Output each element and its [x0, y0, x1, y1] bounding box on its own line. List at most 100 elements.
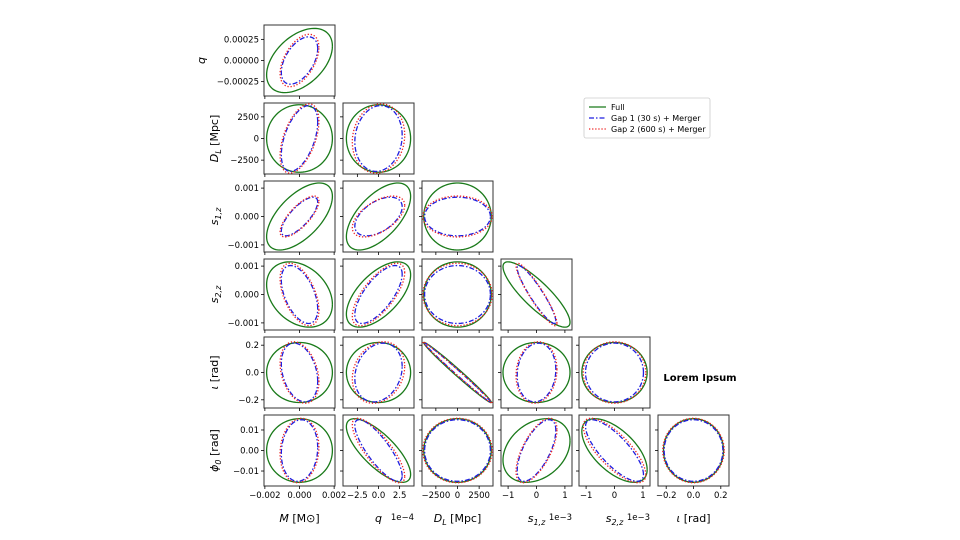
x-tick-label: −1 — [580, 491, 593, 501]
panel-frame — [578, 414, 651, 487]
ellipse-gap-2-600-s-merger — [351, 262, 406, 327]
y-label-symbol: s — [208, 297, 221, 303]
ellipse-gap-2-600-s-merger — [515, 341, 558, 404]
panel-q-phi0: −2.5 0.0 2.5 — [340, 414, 415, 501]
ellipse-full — [265, 182, 334, 251]
x-axis-label-M: M [M⊙] — [279, 512, 319, 525]
x-tick-label: 1 — [640, 491, 645, 501]
panel-q-s2z — [340, 258, 415, 333]
panel-M-DL: −2500 0 2500 — [230, 102, 336, 177]
y-tick-label: 0 — [254, 135, 259, 145]
panel-s2z-iota — [576, 336, 651, 411]
x-tick-label: 0.000 — [287, 491, 311, 501]
ellipse-gap-1-30-s-merger — [280, 196, 319, 237]
x-tick-label: 1 — [562, 491, 567, 501]
panel-M-s2z: −0.001 0.000 0.001 — [228, 258, 336, 333]
ellipse-gap-1-30-s-merger — [516, 419, 557, 482]
x-tick-label: 2500 — [468, 491, 490, 501]
panel-frame — [263, 414, 336, 487]
y-tick-label: −0.00025 — [217, 78, 259, 88]
x-label-symbol: s — [606, 512, 612, 525]
ellipse-full — [581, 418, 648, 483]
panel-frame — [342, 414, 415, 487]
ellipse-gap-2-600-s-merger — [279, 103, 320, 174]
panel-frame — [657, 414, 730, 487]
panel-s1z-s2z — [498, 258, 573, 333]
x-tick-label: 2.5 — [393, 491, 407, 501]
y-label-unit: [rad] — [208, 355, 221, 385]
x-label-subscript: 2,z — [611, 518, 624, 527]
ellipse-gap-2-600-s-merger — [279, 417, 320, 484]
x-label-subscript: 1,z — [533, 518, 546, 527]
panel-q-iota — [340, 336, 415, 411]
x-label-subscript: L — [442, 518, 446, 527]
x-label-unit: [M⊙] — [289, 512, 320, 525]
x-tick-label: 0.002 — [322, 491, 346, 501]
y-tick-label: 0.00025 — [224, 35, 259, 45]
ellipse-gap-2-600-s-merger — [422, 417, 493, 484]
panel-iota-phi0: −0.2 0.0 0.2 — [655, 414, 730, 501]
y-label-subscript: 0 — [214, 459, 223, 464]
ellipse-gap-2-600-s-merger — [422, 195, 493, 238]
ellipse-gap-2-600-s-merger — [351, 195, 406, 238]
x-tick-label: 0.0 — [687, 491, 701, 501]
y-tick-label: 0.2 — [245, 341, 259, 351]
x-tick-label: −2500 — [421, 491, 450, 501]
y-axis-label-phi0: ϕ0 [rad] — [208, 429, 223, 472]
x-label-symbol: q — [375, 512, 382, 525]
legend-entry: Full — [611, 103, 625, 112]
ellipse-gap-2-600-s-merger — [515, 417, 558, 484]
y-tick-label: −0.001 — [228, 241, 259, 251]
ellipse-gap-1-30-s-merger — [584, 342, 645, 403]
x-axis-label-q: q — [375, 512, 382, 525]
y-tick-label: 0.00 — [240, 447, 259, 457]
ellipse-gap-2-600-s-merger — [662, 417, 725, 484]
panel-M-phi0: −0.002 0.000 0.002 −0.01 0.00 0.01 — [233, 414, 346, 501]
ellipse-full — [265, 27, 334, 94]
ellipse-gap-2-600-s-merger — [351, 341, 406, 404]
x-offset-text: 1e−3 — [627, 513, 650, 523]
ellipse-gap-1-30-s-merger — [423, 419, 492, 482]
panel-frame — [263, 180, 336, 253]
x-axis-label-s1z: s1,z — [528, 512, 546, 527]
panel-s2z-phi0: −1 0 1 — [576, 414, 651, 501]
y-label-symbol: D — [208, 154, 221, 162]
x-tick-label: −1 — [502, 491, 515, 501]
x-label-unit: [rad] — [680, 512, 710, 525]
ellipse-full — [502, 418, 571, 483]
y-tick-label: 0.001 — [235, 184, 259, 194]
x-label-unit: [Mpc] — [447, 512, 482, 525]
y-label-subscript: 2,z — [214, 285, 223, 298]
ellipse-full — [423, 182, 492, 251]
ellipse-gap-1-30-s-merger — [280, 419, 319, 482]
y-tick-label: −0.01 — [233, 467, 259, 477]
x-tick-label: 0.2 — [714, 491, 728, 501]
x-tick-label: 0 — [612, 491, 617, 501]
panel-frame — [263, 336, 336, 409]
ellipse-gap-1-30-s-merger — [354, 419, 403, 482]
ellipse-gap-1-30-s-merger — [280, 264, 319, 325]
ellipse-full — [345, 182, 412, 251]
panel-frame — [421, 180, 494, 253]
ellipse-gap-1-30-s-merger — [516, 342, 557, 403]
y-tick-label: 0.00000 — [224, 57, 259, 67]
ellipse-gap-1-30-s-merger — [423, 196, 492, 237]
ellipse-gap-2-600-s-merger — [582, 417, 647, 484]
ellipse-gap-1-30-s-merger — [280, 104, 319, 173]
x-axis-label-iota: ι [rad] — [676, 512, 710, 525]
legend: Full Gap 1 (30 s) + Merger Gap 2 (600 s) +… — [583, 97, 711, 139]
x-axis-label-s2z: s2,z — [606, 512, 624, 527]
ellipse-full — [345, 261, 412, 328]
panel-frame — [263, 24, 336, 97]
panel-M-s1z: −0.001 0.000 0.001 — [228, 180, 336, 255]
panel-M-q: −0.00025 0.00000 0.00025 — [217, 24, 336, 99]
ellipse-gap-1-30-s-merger — [423, 264, 492, 325]
ellipse-gap-2-600-s-merger — [351, 417, 406, 484]
y-label-symbol: ι — [208, 386, 221, 390]
y-tick-label: 0.000 — [235, 291, 259, 301]
panel-frame — [500, 336, 573, 409]
panel-frame — [421, 414, 494, 487]
y-label-subscript: 1,z — [214, 207, 223, 220]
y-label-unit: [Mpc] — [208, 115, 221, 150]
